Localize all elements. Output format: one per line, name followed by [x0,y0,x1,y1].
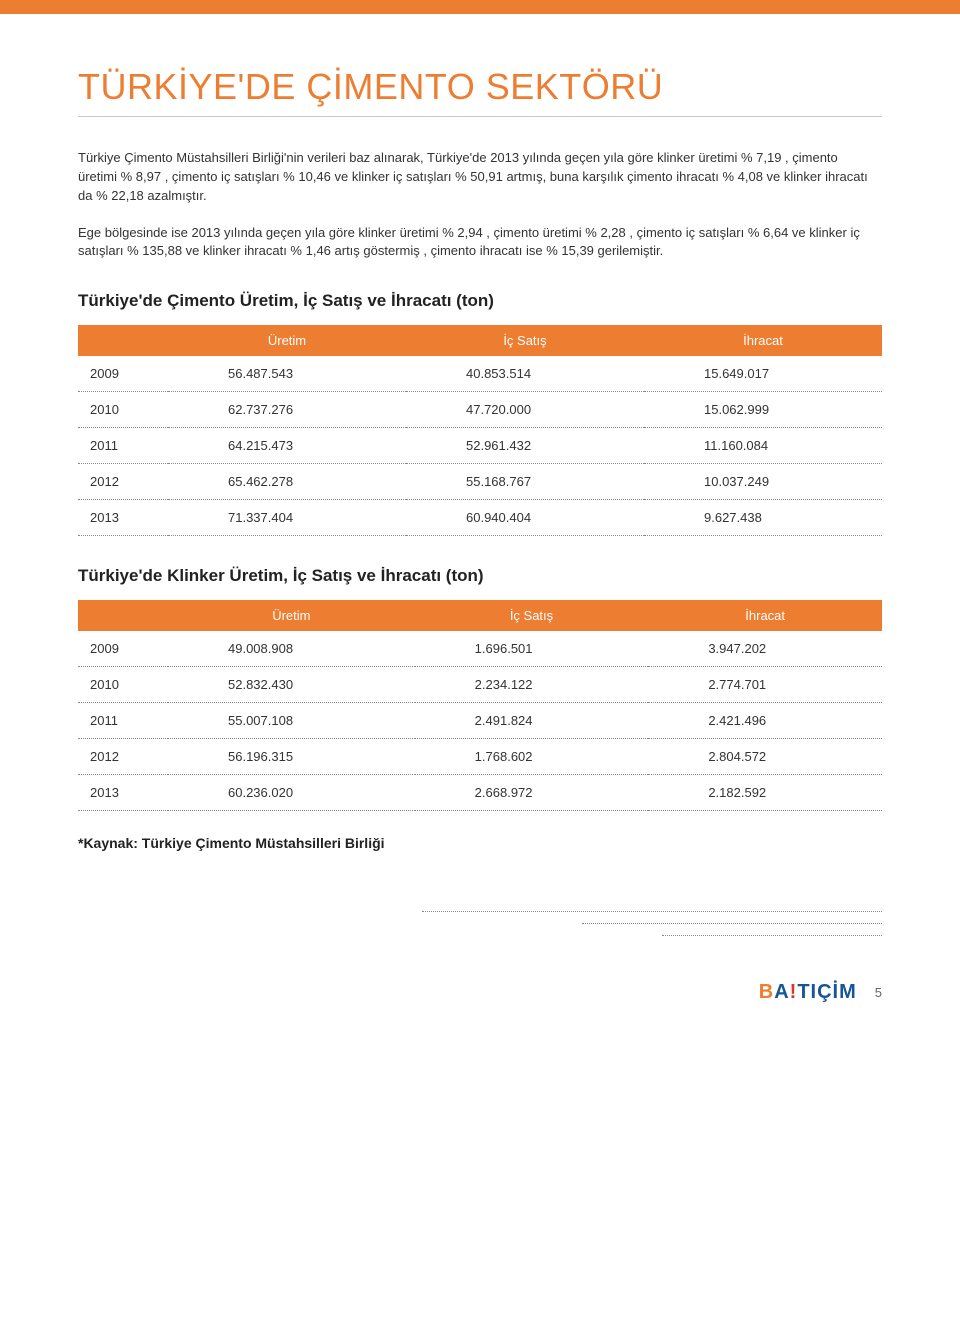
cell-val: 2.668.972 [415,775,649,811]
clinker-table: Üretim İç Satış İhracat 2009 49.008.908 … [78,600,882,811]
cell-val: 2.491.824 [415,703,649,739]
th-ic-satis: İç Satış [406,325,644,356]
cell-val: 2.182.592 [648,775,882,811]
table-row: 2013 71.337.404 60.940.404 9.627.438 [78,500,882,536]
cell-year: 2010 [78,667,168,703]
cell-val: 49.008.908 [168,631,415,667]
cell-val: 56.196.315 [168,739,415,775]
table1-title: Türkiye'de Çimento Üretim, İç Satış ve İ… [78,291,882,311]
cell-val: 1.696.501 [415,631,649,667]
footer: BA!TIÇİM 5 [0,981,960,1028]
paragraph-2: Ege bölgesinde ise 2013 yılında geçen yı… [78,224,878,262]
baticim-logo: BA!TIÇİM [759,981,857,1004]
table-row: 2011 64.215.473 52.961.432 11.160.084 [78,428,882,464]
cell-year: 2013 [78,775,168,811]
cell-val: 65.462.278 [168,464,406,500]
cell-val: 40.853.514 [406,356,644,392]
cell-val: 10.037.249 [644,464,882,500]
page-title: TÜRKİYE'DE ÇİMENTO SEKTÖRÜ [78,66,882,108]
cell-year: 2009 [78,356,168,392]
cell-val: 52.832.430 [168,667,415,703]
th-ic-satis: İç Satış [415,600,649,631]
cell-val: 2.774.701 [648,667,882,703]
table-row: 2011 55.007.108 2.491.824 2.421.496 [78,703,882,739]
cell-val: 55.007.108 [168,703,415,739]
logo-rest: TIÇİM [797,981,856,1003]
cell-val: 11.160.084 [644,428,882,464]
table-row: 2010 62.737.276 47.720.000 15.062.999 [78,392,882,428]
table-row: 2009 49.008.908 1.696.501 3.947.202 [78,631,882,667]
page-number: 5 [875,985,882,1000]
cell-val: 2.421.496 [648,703,882,739]
paragraph-1: Türkiye Çimento Müstahsilleri Birliği'ni… [78,149,878,206]
cell-val: 71.337.404 [168,500,406,536]
cell-val: 60.940.404 [406,500,644,536]
table-row: 2010 52.832.430 2.234.122 2.774.701 [78,667,882,703]
cell-val: 9.627.438 [644,500,882,536]
table-row: 2012 56.196.315 1.768.602 2.804.572 [78,739,882,775]
page-content: TÜRKİYE'DE ÇİMENTO SEKTÖRÜ Türkiye Çimen… [0,14,960,981]
table2-body: 2009 49.008.908 1.696.501 3.947.202 2010… [78,631,882,811]
cell-val: 15.649.017 [644,356,882,392]
logo-a: A [774,981,789,1003]
source-note: *Kaynak: Türkiye Çimento Müstahsilleri B… [78,835,882,851]
cell-year: 2012 [78,739,168,775]
th-blank [78,600,168,631]
cell-val: 56.487.543 [168,356,406,392]
cell-year: 2009 [78,631,168,667]
table2-title: Türkiye'de Klinker Üretim, İç Satış ve İ… [78,566,882,586]
cell-val: 2.234.122 [415,667,649,703]
cement-table: Üretim İç Satış İhracat 2009 56.487.543 … [78,325,882,536]
cell-val: 64.215.473 [168,428,406,464]
th-uretim: Üretim [168,325,406,356]
th-blank [78,325,168,356]
cell-val: 2.804.572 [648,739,882,775]
cell-val: 47.720.000 [406,392,644,428]
cell-val: 15.062.999 [644,392,882,428]
cell-year: 2012 [78,464,168,500]
decorative-dots [78,911,882,951]
cell-year: 2013 [78,500,168,536]
th-uretim: Üretim [168,600,415,631]
cell-val: 52.961.432 [406,428,644,464]
cell-year: 2010 [78,392,168,428]
table-row: 2009 56.487.543 40.853.514 15.649.017 [78,356,882,392]
cell-year: 2011 [78,703,168,739]
cell-val: 62.737.276 [168,392,406,428]
cell-val: 55.168.767 [406,464,644,500]
table-row: 2012 65.462.278 55.168.767 10.037.249 [78,464,882,500]
cell-val: 60.236.020 [168,775,415,811]
table1-body: 2009 56.487.543 40.853.514 15.649.017 20… [78,356,882,536]
th-ihracat: İhracat [644,325,882,356]
cell-val: 1.768.602 [415,739,649,775]
table-row: 2013 60.236.020 2.668.972 2.182.592 [78,775,882,811]
cell-year: 2011 [78,428,168,464]
top-accent-bar [0,0,960,14]
logo-b: B [759,981,774,1003]
title-underline [78,116,882,117]
cell-val: 3.947.202 [648,631,882,667]
th-ihracat: İhracat [648,600,882,631]
